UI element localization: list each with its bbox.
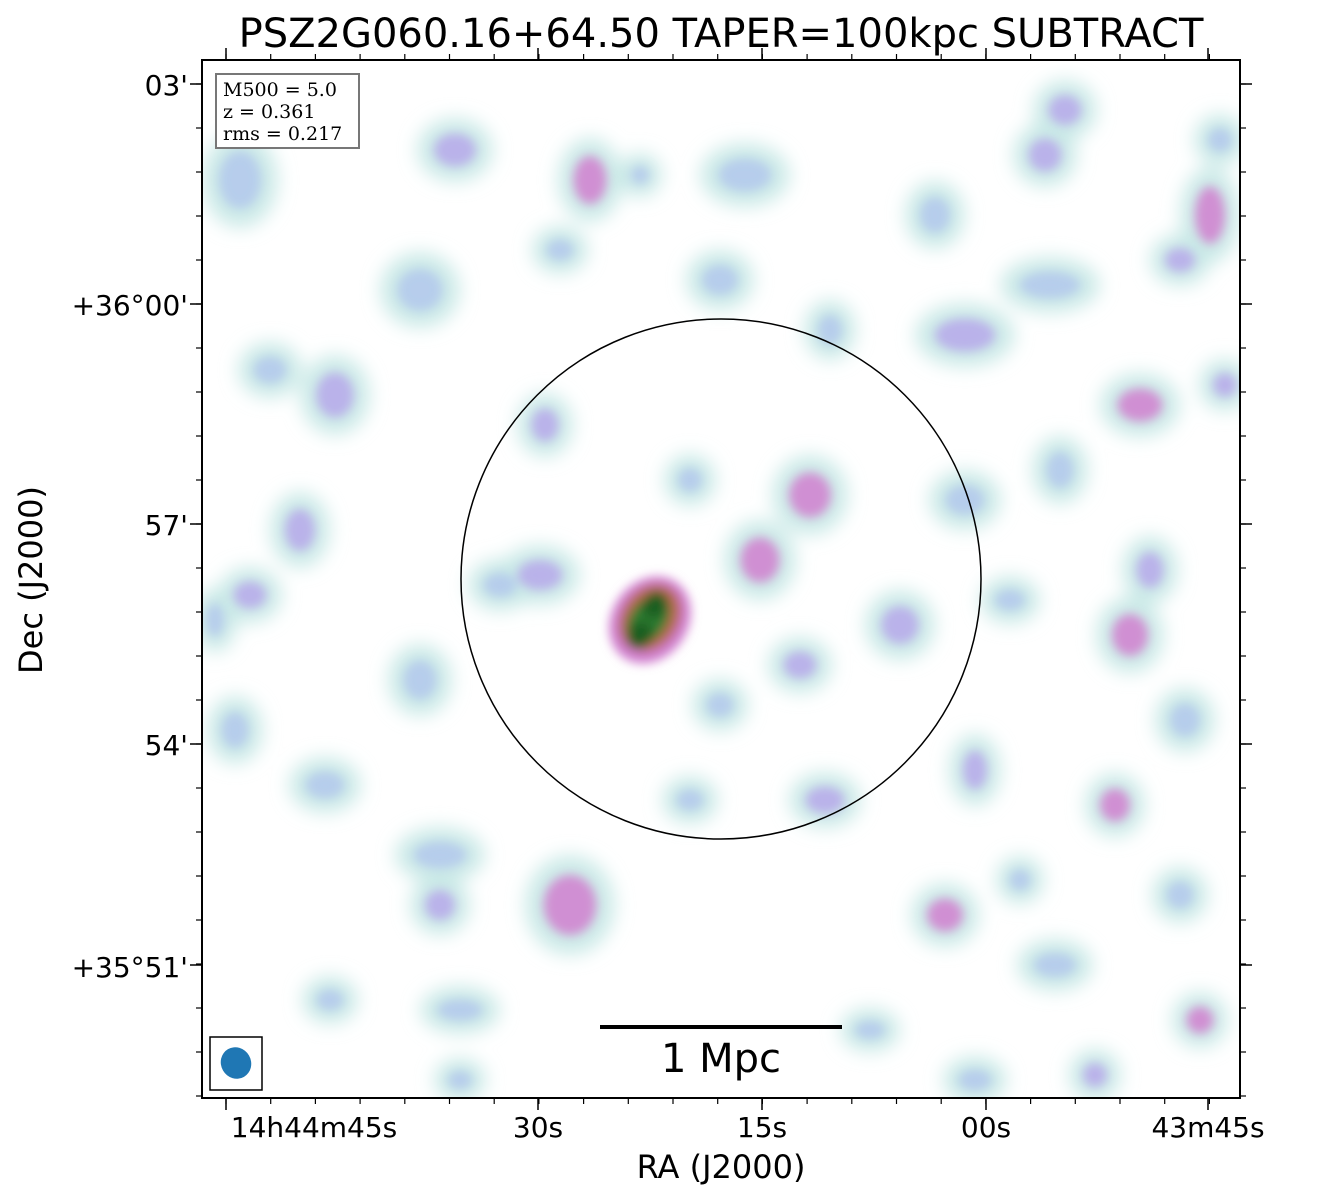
emission-blob-core	[945, 485, 985, 515]
beam-ellipse	[220, 1047, 252, 1079]
emission-blob-core	[434, 133, 476, 167]
emission-blob-core	[1046, 452, 1074, 488]
emission-blob-core	[206, 603, 224, 637]
y-tick-label: +35°51'	[72, 951, 188, 984]
emission-blob-core	[935, 318, 995, 352]
emission-blob-core	[881, 606, 919, 644]
emission-blob-core	[1020, 271, 1080, 299]
x-tick-labels: 14h44m45s 30s 15s 00s 43m45s	[231, 1111, 1265, 1144]
beam-box	[209, 1036, 263, 1091]
emission-blob-core	[995, 589, 1025, 611]
x-axis-label: RA (J2000)	[637, 1148, 806, 1186]
y-tick-label: +36°00'	[72, 289, 188, 322]
emission-blob-core	[1165, 248, 1195, 272]
emission-blob-core	[531, 408, 559, 442]
emission-blob-core	[855, 1021, 885, 1039]
emission-blob-core	[1213, 373, 1237, 397]
emission-blob-core	[1048, 95, 1082, 125]
emission-blob-core	[1166, 881, 1194, 909]
emission-blob-core	[517, 560, 563, 590]
y-axis-label: Dec (J2000)	[12, 486, 50, 674]
emission-blob-core	[958, 1069, 992, 1091]
emission-blob-core	[963, 750, 987, 790]
x-tick-label: 00s	[961, 1111, 1011, 1144]
y-tick-label: 54'	[145, 729, 188, 762]
emission-blob-core	[1112, 614, 1148, 656]
y-tick-label: 57'	[145, 509, 188, 542]
emission-blob-core	[1028, 138, 1062, 172]
emission-blob-core	[425, 890, 455, 920]
emission-blob-core	[740, 537, 780, 583]
radio-image	[202, 60, 1240, 1098]
emission-blob-core	[1195, 186, 1225, 244]
x-tick-label: 15s	[737, 1111, 787, 1144]
scale-bar: 1 Mpc	[600, 1025, 842, 1082]
plot-frame	[201, 59, 1241, 1099]
emission-blob-core	[818, 315, 842, 345]
emission-blob-core	[397, 269, 443, 311]
emission-blob-core	[221, 712, 249, 748]
emission-blob-core	[483, 573, 517, 597]
axis-ticks	[190, 48, 1252, 1110]
info-rms: rms = 0.217	[223, 123, 342, 145]
central-source	[642, 591, 668, 619]
y-tick-label: 03'	[145, 69, 188, 102]
r500-circle	[460, 318, 982, 840]
emission-blob-core	[1208, 128, 1232, 152]
emission-blob-core	[305, 771, 345, 799]
emission-blob-core	[219, 151, 261, 209]
emission-blob-core	[1170, 703, 1200, 737]
y-tick-labels: 03' +36°00' 57' 54' +35°51'	[72, 69, 188, 984]
emission-blob-core	[285, 509, 315, 551]
emission-blob-core	[1083, 1063, 1107, 1087]
emission-blob-core	[546, 239, 574, 261]
emission-blob-core	[678, 468, 702, 492]
emission-blob-core	[1136, 552, 1164, 588]
emission-blob-core	[437, 999, 483, 1021]
emission-blob-core	[631, 166, 649, 184]
x-tick-label: 30s	[513, 1111, 563, 1144]
emission-blob-core	[1034, 953, 1076, 977]
emission-blob-core	[413, 841, 467, 869]
info-redshift: z = 0.361	[223, 101, 315, 123]
emission-blob-core	[927, 898, 963, 932]
emission-blob-core	[1100, 788, 1130, 822]
emission-blob-core	[316, 989, 344, 1011]
x-tick-label: 43m45s	[1151, 1111, 1264, 1144]
info-box: M500 = 5.0 z = 0.361 rms = 0.217	[215, 73, 360, 149]
emission-blob-core	[403, 660, 437, 700]
emission-blob-core	[316, 372, 354, 418]
x-tick-label: 14h44m45s	[231, 1111, 398, 1144]
emission-blob-core	[676, 789, 704, 811]
emission-blob-core	[702, 265, 738, 295]
emission-blob-core	[920, 197, 950, 233]
emission-blob-core	[543, 875, 597, 935]
emission-blob-core	[253, 356, 287, 384]
chart-title: PSZ2G060.16+64.50 TAPER=100kpc SUBTRACT	[239, 11, 1204, 57]
emission-blob-core	[783, 651, 817, 679]
central-source	[627, 621, 653, 649]
emission-blob-core	[233, 581, 267, 609]
emission-blob-core	[718, 158, 772, 192]
emission-blob-core	[1186, 1006, 1214, 1034]
emission-blob-core	[1009, 869, 1031, 891]
emission-blob-core	[448, 1071, 472, 1089]
emission-blob-core	[789, 472, 831, 518]
scale-bar-label: 1 Mpc	[661, 1036, 781, 1082]
emission-blob-core	[573, 156, 607, 204]
info-m500: M500 = 5.0	[223, 79, 337, 101]
emission-blob-core	[1117, 388, 1163, 422]
emission-blob-core	[706, 693, 734, 717]
emission-blob-core	[805, 786, 845, 814]
